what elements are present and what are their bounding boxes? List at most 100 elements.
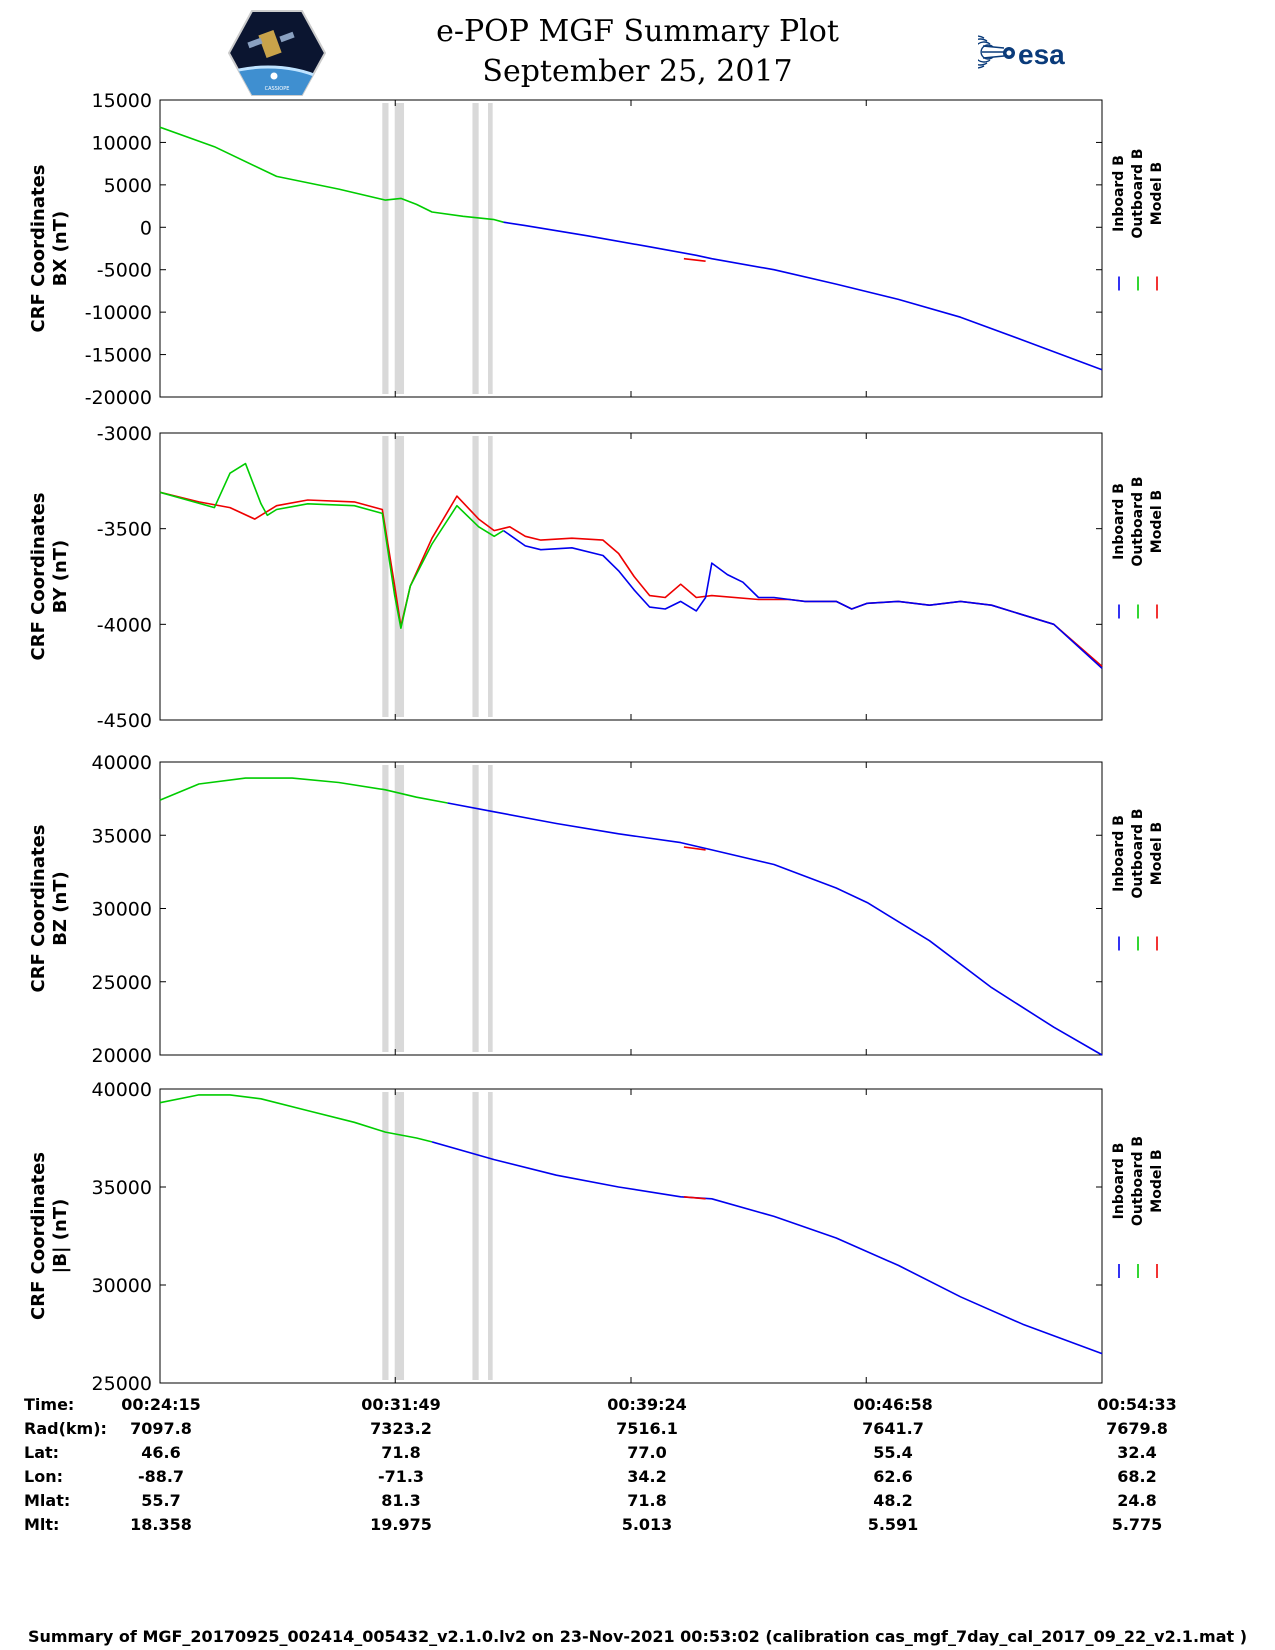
y-tick-label: 0 bbox=[140, 217, 152, 239]
y-tick-label: -15000 bbox=[85, 345, 152, 367]
gap-band bbox=[382, 103, 389, 394]
y-tick-label: 40000 bbox=[92, 1079, 152, 1101]
y-tick-label: -4500 bbox=[97, 710, 152, 732]
plot-frame bbox=[159, 99, 1103, 398]
legend-label: Outboard B bbox=[1130, 1136, 1146, 1226]
table-label-mlt: Mlt: bbox=[24, 1515, 60, 1534]
y-tick-label: 40000 bbox=[92, 752, 152, 774]
table-cell: 00:39:24 bbox=[607, 1395, 687, 1414]
gap-band bbox=[394, 103, 405, 394]
table-cell: 32.4 bbox=[1117, 1443, 1157, 1462]
gap-band bbox=[394, 1092, 405, 1380]
plot-date: September 25, 2017 bbox=[482, 54, 793, 89]
legend-label: Outboard B bbox=[1130, 148, 1146, 238]
y-axis-label: CRF Coordinates bbox=[28, 165, 49, 333]
table-label-rad: Rad(km): bbox=[24, 1419, 107, 1438]
table-cell: -88.7 bbox=[137, 1467, 185, 1486]
series-line bbox=[683, 846, 706, 851]
gap-band bbox=[487, 436, 493, 717]
legend-label: Model B bbox=[1149, 1149, 1165, 1212]
series-line bbox=[159, 126, 504, 223]
gap-band bbox=[382, 436, 389, 717]
series-line bbox=[683, 1196, 706, 1200]
series-line bbox=[431, 1141, 1103, 1355]
table-cell: 7323.2 bbox=[370, 1419, 432, 1438]
plot-frame bbox=[159, 761, 1103, 1056]
table-cell: 24.8 bbox=[1117, 1491, 1157, 1510]
y-tick-label: 25000 bbox=[92, 1373, 152, 1395]
legend-label: Inboard B bbox=[1111, 483, 1127, 560]
table-cell: 81.3 bbox=[381, 1491, 421, 1510]
y-tick-label: 30000 bbox=[92, 1275, 152, 1297]
legend-label: Outboard B bbox=[1130, 808, 1146, 898]
legend-label: Model B bbox=[1149, 162, 1165, 225]
table-label-lon: Lon: bbox=[24, 1467, 63, 1486]
table-cell: 48.2 bbox=[873, 1491, 913, 1510]
table-cell: 00:46:58 bbox=[853, 1395, 933, 1414]
y-tick-label: 5000 bbox=[104, 175, 152, 197]
y-tick-label: -5000 bbox=[97, 260, 152, 282]
y-tick-label: 10000 bbox=[92, 132, 152, 154]
series-line bbox=[503, 529, 1103, 669]
y-tick-label: 30000 bbox=[92, 899, 152, 921]
gap-band bbox=[472, 436, 479, 717]
legend-label: Model B bbox=[1149, 822, 1165, 885]
table-cell: 5.591 bbox=[867, 1515, 919, 1534]
table-cell: 68.2 bbox=[1117, 1467, 1157, 1486]
y-axis-label: |B| (nT) bbox=[50, 1199, 71, 1274]
table-cell: 7097.8 bbox=[130, 1419, 192, 1438]
table-cell: 55.7 bbox=[141, 1491, 181, 1510]
y-axis-label: BX (nT) bbox=[50, 211, 71, 286]
svg-text:CASSIOPE: CASSIOPE bbox=[265, 86, 290, 92]
esa-logo: esa bbox=[978, 35, 1065, 70]
table-cell: 77.0 bbox=[627, 1443, 667, 1462]
y-tick-label: -3500 bbox=[97, 519, 152, 541]
y-axis-label: CRF Coordinates bbox=[28, 1152, 49, 1320]
legend-label: Inboard B bbox=[1111, 155, 1127, 232]
gap-band bbox=[394, 765, 405, 1052]
series-line bbox=[159, 462, 504, 630]
table-cell: 55.4 bbox=[873, 1443, 913, 1462]
gap-band bbox=[472, 1092, 479, 1380]
series-line bbox=[683, 257, 706, 262]
mission-logo: CASSIOPE bbox=[228, 10, 326, 96]
legend-label: Outboard B bbox=[1130, 476, 1146, 566]
plot-frame bbox=[159, 432, 1103, 721]
gap-band bbox=[472, 103, 479, 394]
y-axis-label: CRF Coordinates bbox=[28, 825, 49, 993]
table-cell: 7516.1 bbox=[616, 1419, 678, 1438]
y-axis-label: CRF Coordinates bbox=[28, 493, 49, 661]
table-cell: 5.775 bbox=[1111, 1515, 1163, 1534]
series-line bbox=[447, 802, 1103, 1056]
series-line bbox=[159, 491, 1103, 668]
y-tick-label: 15000 bbox=[92, 90, 152, 112]
table-cell: 19.975 bbox=[370, 1515, 432, 1534]
table-cell: 00:24:15 bbox=[121, 1395, 201, 1414]
table-cell: 71.8 bbox=[381, 1443, 421, 1462]
gap-band bbox=[487, 765, 493, 1052]
y-tick-label: 35000 bbox=[92, 825, 152, 847]
svg-text:esa: esa bbox=[1018, 39, 1065, 70]
table-label-lat: Lat: bbox=[24, 1443, 60, 1462]
table-cell: 5.013 bbox=[621, 1515, 673, 1534]
gap-band bbox=[487, 103, 493, 394]
legend-label: Inboard B bbox=[1111, 1143, 1127, 1220]
gap-band bbox=[487, 1092, 493, 1380]
y-axis-label: BY (nT) bbox=[50, 540, 71, 614]
table-cell: 7641.7 bbox=[862, 1419, 924, 1438]
series-line bbox=[503, 221, 1103, 371]
series-line bbox=[159, 777, 448, 804]
table-cell: 00:31:49 bbox=[361, 1395, 441, 1414]
y-tick-label: -4000 bbox=[97, 614, 152, 636]
table-cell: 62.6 bbox=[873, 1467, 913, 1486]
y-tick-label: -20000 bbox=[85, 387, 152, 409]
table-cell: 34.2 bbox=[627, 1467, 667, 1486]
table-cell: 00:54:33 bbox=[1097, 1395, 1177, 1414]
table-cell: -71.3 bbox=[377, 1467, 425, 1486]
y-tick-label: -3000 bbox=[97, 423, 152, 445]
gap-band bbox=[382, 765, 389, 1052]
table-cell: 18.358 bbox=[130, 1515, 192, 1534]
y-tick-label: 20000 bbox=[92, 1045, 152, 1067]
